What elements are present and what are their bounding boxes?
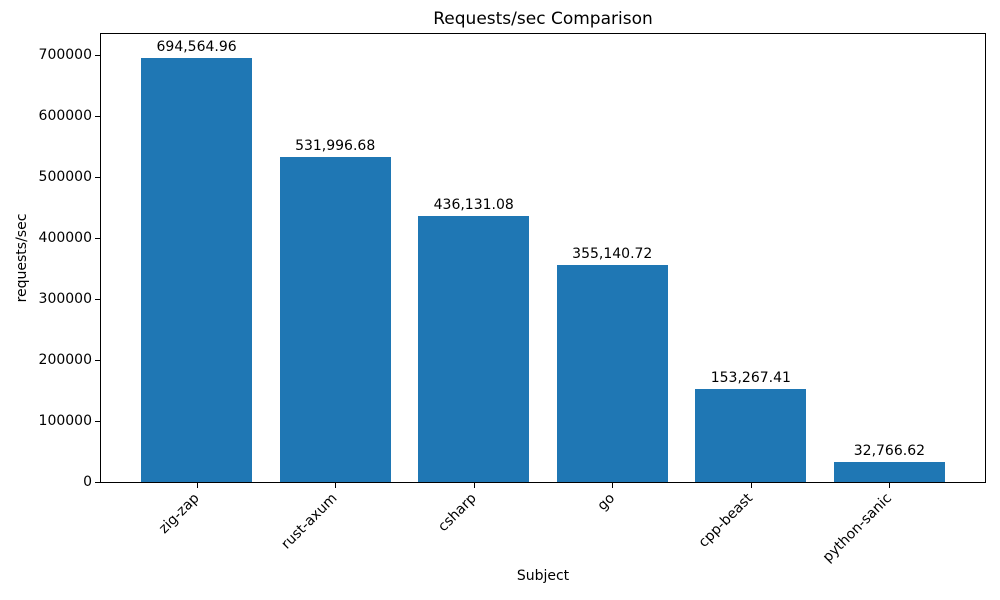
y-tick-mark [95,298,100,300]
y-tick-mark [95,237,100,239]
x-tick-label: rust-axum [278,490,341,553]
bar-value-label: 32,766.62 [853,443,926,460]
y-tick-mark [95,359,100,361]
x-axis-label: Subject [516,568,570,584]
y-tick-label: 0 [83,474,92,490]
y-tick-label: 700000 [38,46,92,63]
y-tick-label: 100000 [38,412,92,429]
y-tick-mark [95,54,100,56]
x-tick-label: python-sanic [819,490,896,566]
x-tick-mark [196,483,198,488]
y-axis-label: requests/sec [14,213,30,303]
x-tick-mark [335,483,337,488]
bar-value-label: 694,564.96 [156,39,237,56]
y-tick-mark [95,115,100,117]
x-tick-mark [750,483,752,488]
bar [279,157,391,482]
y-tick-label: 200000 [38,351,92,368]
y-tick-label: 400000 [38,229,92,246]
x-tick-mark [612,483,614,488]
bar-value-label: 531,996.68 [295,138,376,155]
x-tick-label: zig-zap [155,490,203,538]
chart-title: Requests/sec Comparison [433,9,653,29]
bar [418,215,530,482]
bar [695,388,807,482]
bar [833,462,945,482]
bar-value-label: 355,140.72 [572,246,653,263]
bar-value-label: 436,131.08 [433,196,514,213]
y-tick-label: 500000 [38,168,92,185]
x-tick-label: go [594,490,618,514]
x-tick-label: cpp-beast [696,490,757,551]
plot-area: 0 100000 200000 300000 400000 500000 600000 700… [39,33,986,566]
y-tick-label: 300000 [38,290,92,307]
x-tick-mark [473,483,475,488]
bar [141,58,253,482]
y-tick-label: 600000 [38,107,92,124]
bar [556,265,668,482]
bar-value-label: 153,267.41 [710,369,791,386]
y-tick-mark [95,176,100,178]
x-tick-label: csharp [434,490,480,535]
x-tick-mark [889,483,891,488]
y-tick-mark [95,482,100,483]
y-tick-mark [95,420,100,422]
